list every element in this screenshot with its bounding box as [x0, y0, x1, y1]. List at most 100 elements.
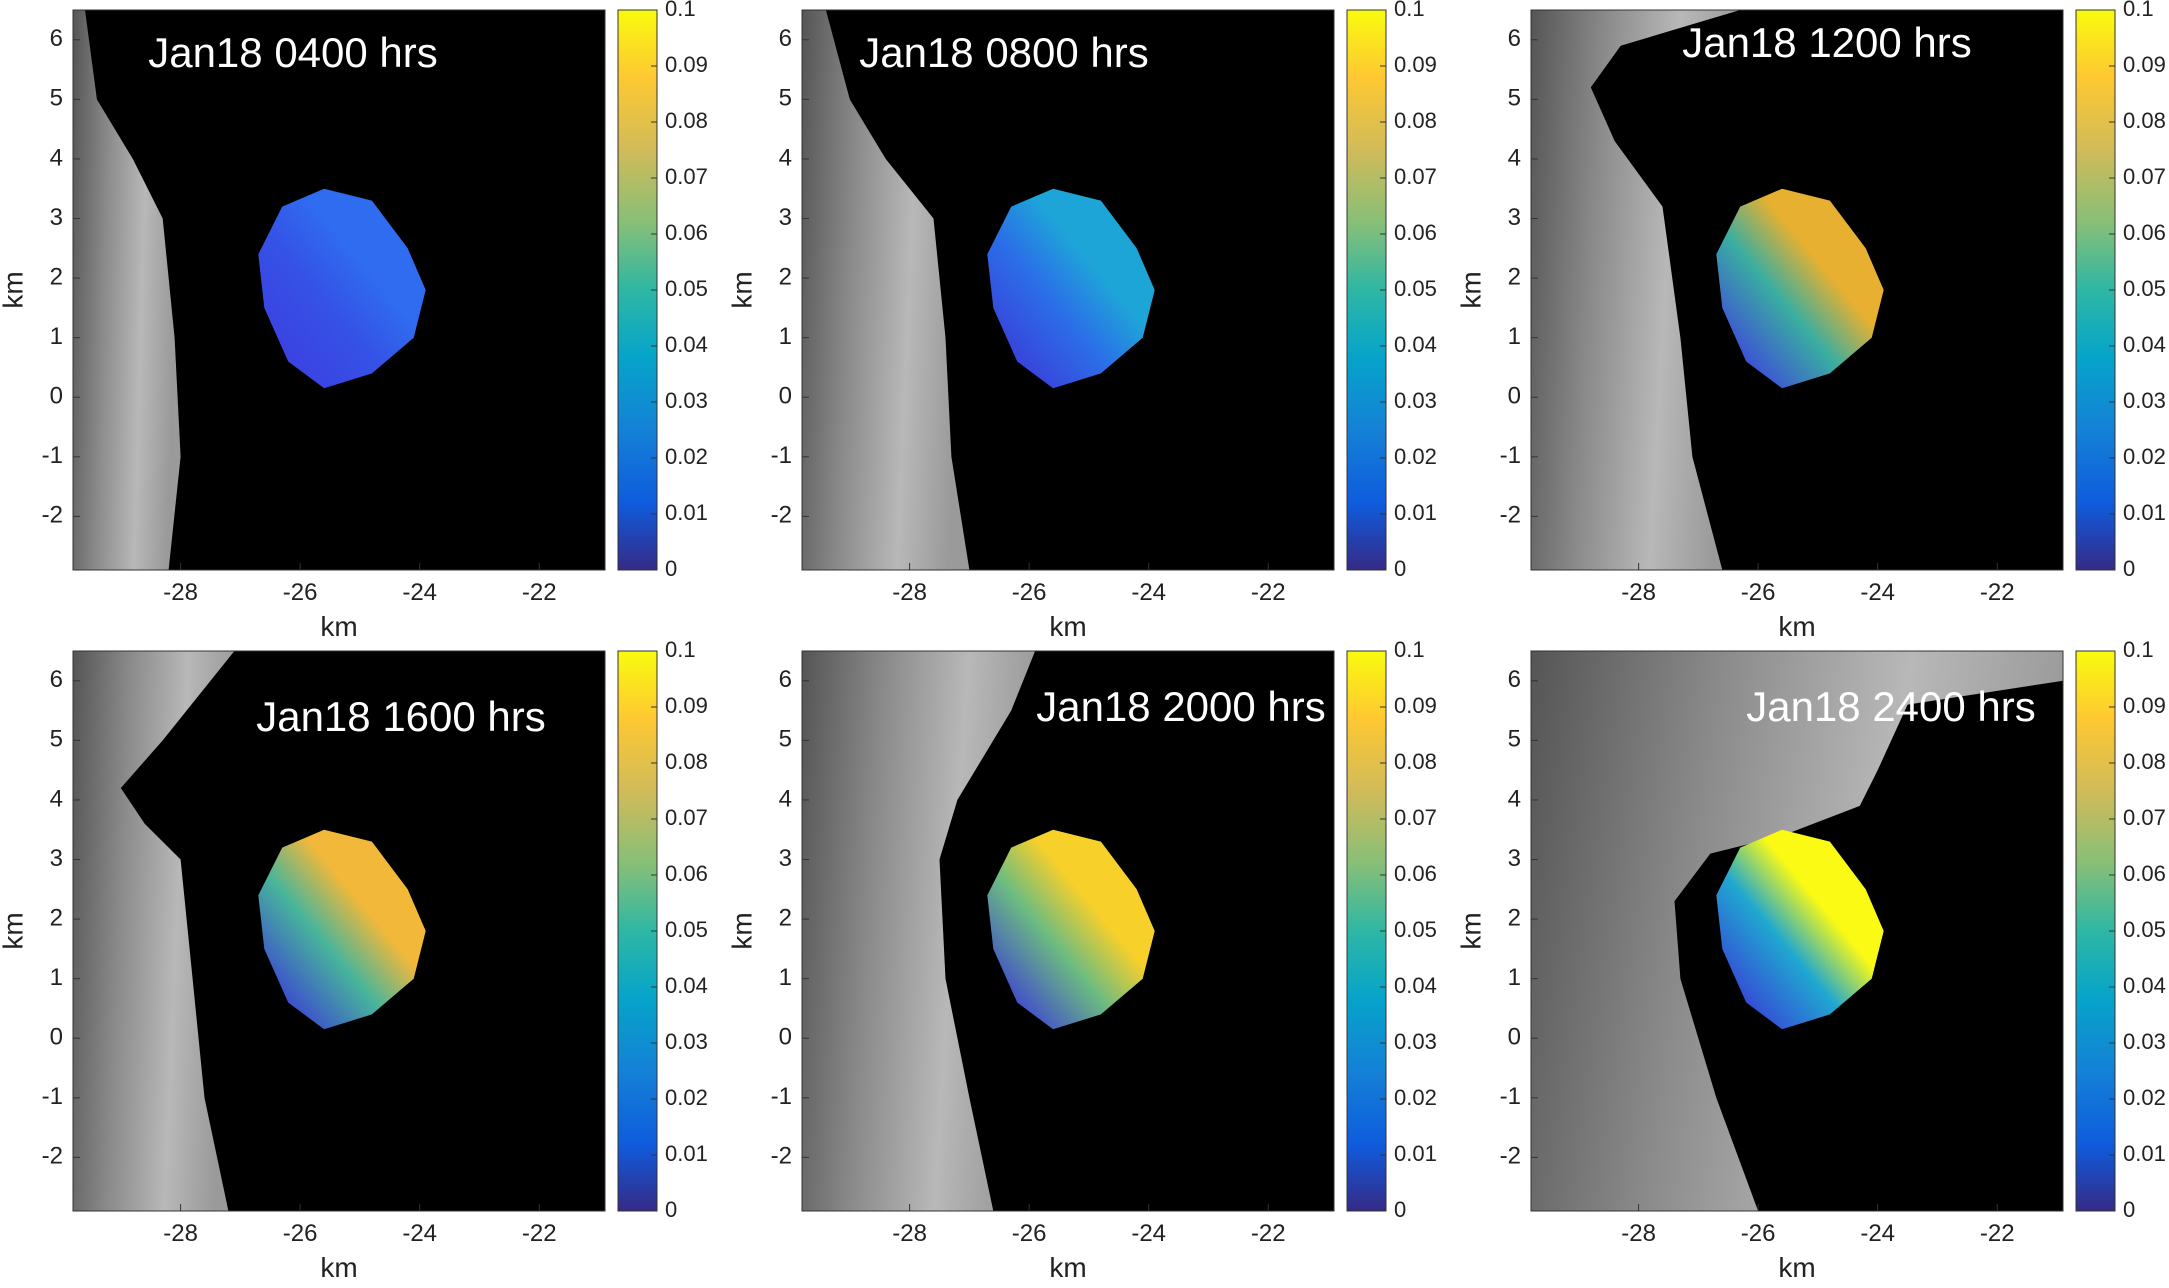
terrain	[73, 651, 235, 1211]
x-tick-label: -22	[1980, 579, 2015, 606]
colorbar-tick-label: 0.1	[2123, 637, 2154, 662]
colorbar-tick-label: 0.08	[665, 749, 708, 774]
colorbar-tick-label: 0.05	[665, 276, 708, 301]
colorbar-tick-label: 0.02	[1394, 1085, 1437, 1110]
x-tick-label: -24	[1860, 1220, 1895, 1247]
y-axis-label: km	[726, 912, 757, 949]
y-tick-label: 0	[50, 383, 63, 410]
x-tick-label: -28	[892, 579, 927, 606]
colorbar-tick-label: 0.07	[1394, 164, 1437, 189]
x-tick-label: -22	[1251, 1220, 1286, 1247]
colorbar-tick-label: 0.09	[1394, 52, 1437, 77]
terrain	[1531, 10, 1741, 570]
colorbar-tick-label: 0.07	[2123, 805, 2166, 830]
y-axis-label: km	[0, 912, 28, 949]
y-tick-label: 4	[779, 785, 792, 812]
colorbar-tick-label: 0.01	[1394, 500, 1437, 525]
y-tick-label: 2	[779, 904, 792, 931]
x-axis-label: km	[320, 611, 357, 642]
x-axis-label: km	[1049, 611, 1086, 642]
colorbar-tick-label: 0.06	[1394, 220, 1437, 245]
x-tick-label: -24	[1860, 579, 1895, 606]
colorbar-tick-label: 0.07	[665, 805, 708, 830]
colorbar-tick-label: 0.05	[2123, 276, 2166, 301]
plot-frame	[72, 650, 606, 1212]
colorbar-tick-label: 0	[1394, 556, 1406, 581]
panel-title: Jan18 2000 hrs	[1036, 683, 1326, 730]
y-tick-label: 0	[50, 1024, 63, 1051]
y-tick-label: -1	[1500, 1083, 1521, 1110]
colorbar-tick-label: 0.09	[665, 693, 708, 718]
colorbar-tick-label: 0.03	[665, 388, 708, 413]
colorbar	[2075, 9, 2116, 571]
y-tick-label: -1	[42, 442, 63, 469]
y-tick-label: 0	[1508, 1024, 1521, 1051]
y-tick-label: 4	[1508, 785, 1521, 812]
x-tick-label: -26	[283, 1220, 318, 1247]
colorbar-tick-label: 0.04	[2123, 973, 2166, 998]
colorbar-tick-label: 0.06	[665, 220, 708, 245]
y-tick-label: 1	[779, 323, 792, 350]
colorbar-tick-label: 0.09	[1394, 693, 1437, 718]
panel-title: Jan18 1200 hrs	[1682, 19, 1972, 66]
plot-area	[1531, 10, 2063, 570]
colorbar-tick-label: 0.02	[2123, 444, 2166, 469]
y-tick-label: 5	[779, 726, 792, 753]
colorbar-tick-label: 0.08	[1394, 108, 1437, 133]
colorbar-tick-label: 0.06	[665, 861, 708, 886]
panel: Jan18 2000 hrs -28 -26 -24 -22 -2 -1 0 1 2 3 4 5 6 km k…	[726, 637, 1436, 1283]
y-tick-label: -2	[771, 502, 792, 529]
colorbar-tick-label: 0.06	[2123, 220, 2166, 245]
y-tick-label: 5	[1508, 85, 1521, 112]
y-tick-label: 4	[50, 785, 63, 812]
colorbar-tick-label: 0.01	[665, 500, 708, 525]
colorbar-tick-label: 0.1	[1394, 0, 1425, 21]
y-tick-label: 6	[779, 25, 792, 52]
plot-frame	[1530, 9, 2064, 571]
colorbar-tick-label: 0.07	[2123, 164, 2166, 189]
heatmap-region	[258, 188, 426, 389]
y-tick-label: 3	[50, 204, 63, 231]
panel-title: Jan18 2400 hrs	[1746, 683, 2036, 730]
x-axis-label: km	[1049, 1252, 1086, 1283]
y-tick-label: 2	[1508, 904, 1521, 931]
colorbar-tick-label: 0.04	[1394, 332, 1437, 357]
colorbar-tick-label: 0.06	[1394, 861, 1437, 886]
y-tick-label: 2	[50, 263, 63, 290]
y-tick-label: 3	[1508, 204, 1521, 231]
y-tick-label: 2	[1508, 263, 1521, 290]
y-tick-label: 6	[1508, 666, 1521, 693]
y-tick-label: 6	[50, 666, 63, 693]
y-tick-label: 1	[50, 323, 63, 350]
colorbar-tick-label: 0.1	[1394, 637, 1425, 662]
colorbar-tick-label: 0.1	[665, 0, 696, 21]
x-tick-label: -22	[1980, 1220, 2015, 1247]
panel: Jan18 1600 hrs -28 -26 -24 -22 -2 -1 0 1 2 3 4 5 6 km k…	[0, 637, 708, 1283]
x-tick-label: -26	[1741, 1220, 1776, 1247]
colorbar-tick-label: 0.09	[2123, 52, 2166, 77]
x-tick-label: -28	[1621, 579, 1656, 606]
x-tick-label: -22	[1251, 579, 1286, 606]
x-axis-label: km	[320, 1252, 357, 1283]
colorbar-tick-label: 0.08	[2123, 749, 2166, 774]
y-tick-label: -1	[42, 1083, 63, 1110]
colorbar-tick-label: 0.1	[665, 637, 696, 662]
colorbar-tick-label: 0.04	[1394, 973, 1437, 998]
colorbar	[2075, 650, 2116, 1212]
x-tick-label: -28	[892, 1220, 927, 1247]
colorbar-tick-label: 0	[1394, 1197, 1406, 1222]
colorbar-tick-label: 0.04	[665, 332, 708, 357]
y-tick-label: 5	[50, 726, 63, 753]
colorbar-tick-label: 0.1	[2123, 0, 2154, 21]
colorbar-tick-label: 0.04	[2123, 332, 2166, 357]
colorbar-tick-label: 0.03	[2123, 1029, 2166, 1054]
x-axis-label: km	[1778, 1252, 1815, 1283]
x-tick-label: -22	[522, 1220, 557, 1247]
y-tick-label: -2	[42, 502, 63, 529]
y-tick-label: 3	[1508, 845, 1521, 872]
colorbar-tick-label: 0.05	[665, 917, 708, 942]
colorbar-tick-label: 0.08	[2123, 108, 2166, 133]
panel: Jan18 0400 hrs -28 -26 -24 -22 -2 -1 0 1 2 3 4 5 6 km k…	[0, 0, 708, 642]
x-tick-label: -24	[1131, 579, 1166, 606]
x-tick-label: -26	[1012, 579, 1047, 606]
